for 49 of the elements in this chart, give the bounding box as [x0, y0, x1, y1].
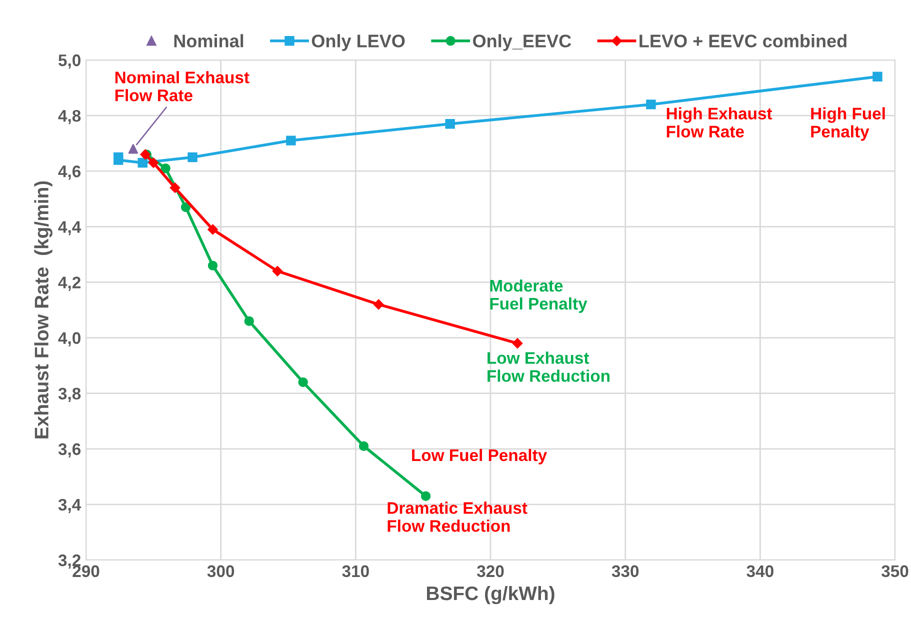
x-tick-label: 320	[476, 565, 504, 578]
point	[128, 144, 138, 154]
y-tick-label: 4,0	[58, 332, 80, 346]
x-tick-label: 340	[746, 565, 774, 578]
x-tick-label: 300	[207, 565, 234, 578]
point	[872, 72, 882, 82]
legend-label: Only LEVO	[312, 34, 405, 51]
x-axis-title: BSFC (g/kWh)	[427, 586, 554, 604]
point	[114, 155, 124, 165]
y-tick-label: 4,4	[58, 221, 82, 236]
x-tick-label: 310	[342, 565, 369, 578]
y-axis-title: Exhaust Flow Rate (kg/min)	[34, 181, 52, 438]
point	[188, 152, 198, 162]
point	[512, 338, 523, 348]
y-tick-label: 3,8	[58, 388, 81, 402]
annotation: Dramatic Exhaust Flow Reduction	[388, 502, 528, 532]
point	[646, 100, 656, 110]
point	[244, 316, 254, 326]
point	[373, 299, 384, 310]
point	[420, 491, 431, 501]
x-tick-label: 350	[881, 565, 908, 578]
point	[272, 266, 283, 276]
point	[180, 202, 191, 212]
legend-label: Nominal	[174, 34, 244, 48]
x-tick-label: 330	[612, 565, 639, 578]
y-tick-label: 5,0	[58, 54, 80, 69]
annotation: High Fuel Penalty	[811, 107, 885, 141]
point	[298, 377, 308, 388]
y-tick-label: 4,6	[58, 166, 81, 180]
point	[160, 163, 170, 174]
annotation: Low Fuel Penalty	[412, 448, 547, 464]
y-tick-label: 3,4	[58, 498, 82, 514]
legend-label: Only_EEVC	[473, 34, 572, 51]
point	[208, 224, 218, 235]
point	[286, 136, 296, 146]
point	[138, 158, 148, 168]
annotation: Low Exhaust Flow Reduction	[488, 352, 610, 382]
point	[148, 158, 159, 168]
point	[208, 260, 218, 270]
y-tick-label: 3,6	[58, 443, 81, 458]
y-tick-label: 4,8	[58, 110, 81, 124]
annotation: High Exhaust Flow Rate	[666, 107, 772, 138]
point	[445, 119, 455, 129]
point	[170, 182, 180, 193]
legend-label: LEVO + EEVC combined	[640, 34, 846, 48]
annotation: Nominal Exhaust Flow Rate	[115, 71, 250, 102]
annotation: Moderate Fuel Penalty	[490, 279, 588, 313]
y-tick-label: 4,2	[58, 276, 80, 291]
point	[358, 441, 369, 451]
